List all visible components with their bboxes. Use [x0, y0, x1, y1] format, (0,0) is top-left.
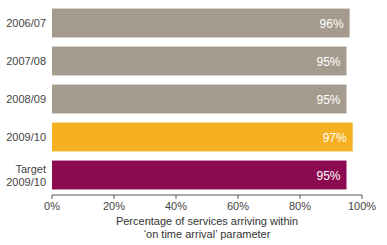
tick-label: 60% [227, 200, 249, 212]
tick [300, 195, 301, 199]
tick [114, 195, 115, 199]
bar [52, 85, 347, 114]
data-label: 95% [316, 55, 340, 69]
tick [362, 195, 363, 199]
label-line: Percentage of services arriving within [116, 215, 298, 227]
label-line: 2007/08 [6, 55, 46, 67]
category-label: 2007/08 [6, 55, 46, 67]
label-line: 2008/09 [6, 93, 46, 105]
data-label: 95% [316, 169, 340, 183]
category-label: 2009/10 [6, 131, 46, 143]
category-label: 2006/07 [6, 17, 46, 29]
tick-label: 100% [348, 200, 376, 212]
label-line: 2009/10 [6, 131, 46, 143]
data-label: 95% [316, 93, 340, 107]
data-label: 97% [323, 131, 347, 145]
bar [52, 47, 347, 76]
category-label: 2008/09 [6, 93, 46, 105]
bar [52, 123, 353, 152]
tick-label: 40% [165, 200, 187, 212]
label-line: 2006/07 [6, 17, 46, 29]
label-line: 2009/10 [6, 176, 46, 188]
chart: 96% 95% 95% 97% 95% 2006/07 2007/08 2008/09 2009… [0, 0, 387, 245]
tick [238, 195, 239, 199]
label-line: ‘on time arrival’ parameter [144, 228, 271, 240]
data-label: 96% [320, 17, 344, 31]
tick [52, 195, 53, 199]
bar [52, 161, 347, 190]
label-line: Target [15, 163, 46, 175]
x-axis-label: Percentage of services arriving within‘o… [116, 215, 298, 240]
bar [52, 9, 350, 38]
bars [52, 9, 353, 190]
category-label: Target2009/10 [6, 163, 46, 188]
x-axis [52, 195, 362, 196]
tick-label: 0% [44, 200, 60, 212]
tick-label: 80% [289, 200, 311, 212]
tick-label: 20% [103, 200, 125, 212]
tick [176, 195, 177, 199]
